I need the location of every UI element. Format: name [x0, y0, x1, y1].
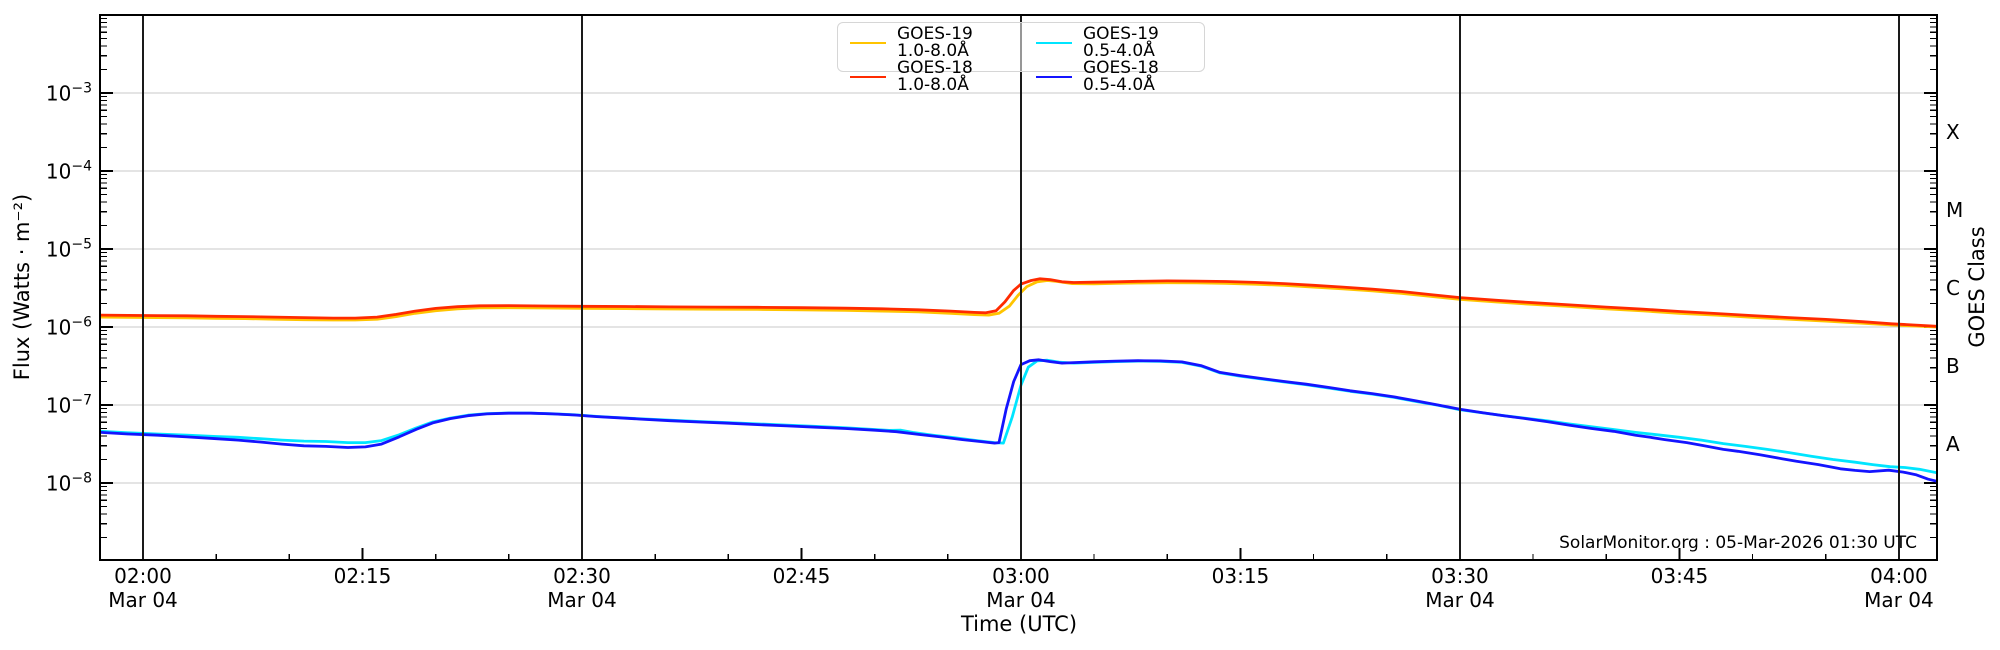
legend-entry-goes19-long: GOES-19 1.0-8.0Å: [850, 26, 1006, 60]
x-tick-date-label: Mar 04: [1425, 588, 1495, 612]
x-tick-label: 03:30: [1431, 564, 1489, 588]
y-tick-label: 10−6: [45, 314, 92, 340]
legend-swatch-goes18-long-icon: [850, 75, 886, 79]
x-tick-date-label: Mar 04: [108, 588, 178, 612]
x-tick-label: 02:00: [114, 564, 172, 588]
legend-swatch-goes18-short-icon: [1036, 75, 1072, 79]
y-tick-label: 10−8: [45, 470, 92, 496]
x-tick-label: 03:15: [1211, 564, 1270, 588]
legend-swatch-goes19-long-icon: [850, 41, 886, 45]
watermark: SolarMonitor.org : 05-Mar-2026 01:30 UTC: [1559, 533, 1917, 553]
x-tick-label: 03:45: [1650, 564, 1709, 588]
legend-label: GOES-18 0.5-4.0Å: [1083, 58, 1159, 95]
x-tick-label: 02:15: [333, 564, 392, 588]
x-tick-date-label: Mar 04: [986, 588, 1056, 612]
x-tick-label: 03:00: [992, 564, 1050, 588]
legend-entry-goes19-short: GOES-19 0.5-4.0Å: [1036, 26, 1192, 60]
series-group: [100, 277, 1937, 483]
x-tick-label: 02:30: [553, 564, 611, 588]
goes-class-label-a: A: [1946, 432, 1960, 456]
legend-label: GOES-19 0.5-4.0Å: [1083, 24, 1159, 61]
goes-class-label-x: X: [1946, 120, 1960, 144]
series-line-goes-19-0-5-4-0-: [100, 358, 1937, 475]
y-tick-label: 10−5: [45, 236, 92, 262]
legend-entry-goes18-short: GOES-18 0.5-4.0Å: [1036, 60, 1192, 94]
series-line-goes-18-0-5-4-0-: [100, 358, 1937, 483]
series-line-goes-19-1-0-8-0-: [100, 279, 1937, 329]
x-tick-date-label: Mar 04: [1864, 588, 1934, 612]
y2-axis-title: GOES Class: [1965, 226, 1989, 348]
legend: GOES-19 1.0-8.0Å GOES-18 1.0-8.0Å GOES-1…: [837, 22, 1205, 94]
goes-class-label-b: B: [1946, 354, 1960, 378]
goes-class-label-m: M: [1946, 198, 1964, 222]
x-tick-label: 04:00: [1870, 564, 1928, 588]
x-tick-label: 02:45: [772, 564, 831, 588]
legend-swatch-goes19-short-icon: [1036, 41, 1072, 45]
goes-class-label-c: C: [1946, 276, 1960, 300]
y-tick-label: 10−3: [45, 80, 92, 106]
legend-entry-goes18-long: GOES-18 1.0-8.0Å: [850, 60, 1006, 94]
y-tick-label: 10−7: [45, 392, 92, 418]
x-axis-title: Time (UTC): [960, 612, 1078, 636]
legend-label: GOES-19 1.0-8.0Å: [897, 24, 973, 61]
plot-frame: [99, 14, 1938, 561]
y-tick-label: 10−4: [45, 158, 92, 184]
legend-label: GOES-18 1.0-8.0Å: [897, 58, 973, 95]
y-axis-title: Flux (Watts · m⁻²): [10, 193, 34, 381]
x-tick-date-label: Mar 04: [547, 588, 617, 612]
